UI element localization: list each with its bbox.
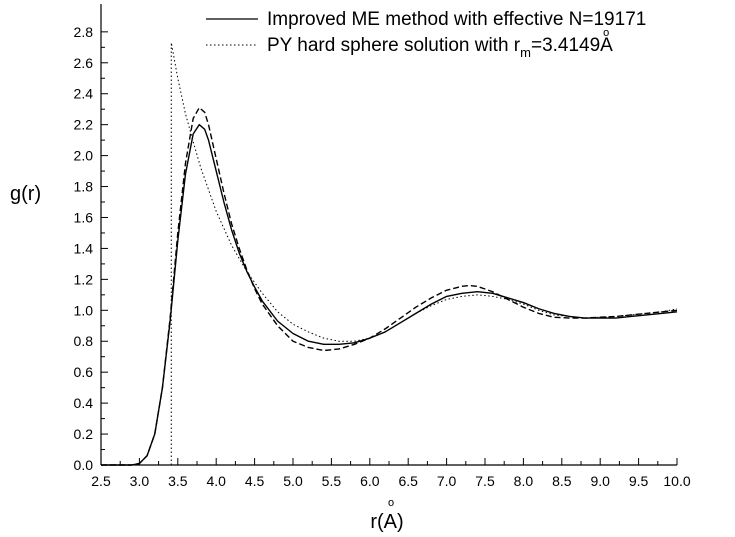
x-tick-label: 4.0: [206, 473, 226, 489]
x-tick-label: 9.0: [590, 473, 610, 489]
y-tick-label: 0.6: [74, 364, 94, 380]
x-tick-label: 3.0: [130, 473, 150, 489]
x-axis: 2.5 3.0 3.5 4.0 4.5 5.0 5.5 6.0 6.5 7.0 7.5 8.0 8.5 9…: [91, 458, 691, 489]
y-tick-label: 1.0: [74, 302, 94, 318]
legend-angstrom-ring: o: [603, 27, 609, 39]
y-tick-label: 0.2: [74, 426, 94, 442]
y-tick-label: 0.4: [74, 395, 94, 411]
legend-entry: Improved ME method with effective N=1917…: [267, 9, 646, 30]
y-axis: 0.0 0.2 0.4 0.6 0.8 1.0 1.2 1.4 1.6 1.8 2.0 2.2 2.4 2…: [74, 24, 108, 473]
y-tick-label: 2.8: [74, 24, 94, 40]
y-tick-label: 1.4: [74, 240, 94, 256]
x-tick-label: 9.5: [629, 473, 649, 489]
y-tick-label: 0.8: [74, 333, 94, 349]
x-tick-label: 6.5: [398, 473, 418, 489]
x-tick-label: 4.5: [245, 473, 265, 489]
plot-area: [100, 4, 677, 466]
y-tick-label: 1.8: [74, 179, 94, 195]
series-layer: [101, 42, 678, 466]
y-tick-label: 1.2: [74, 271, 94, 287]
x-tick-label: 8.5: [552, 473, 572, 489]
x-tick-label: 2.5: [91, 473, 111, 489]
y-tick-label: 1.6: [74, 209, 94, 225]
x-tick-label: 8.0: [514, 473, 534, 489]
x-tick-label: 6.0: [360, 473, 380, 489]
x-tick-label: 10.0: [663, 473, 690, 489]
series-line-dashed: [101, 106, 678, 466]
y-tick-label: 0.0: [74, 457, 94, 473]
x-tick-label: 7.5: [475, 473, 495, 489]
y-tick-label: 2.2: [74, 117, 94, 133]
x-tick-label: 5.5: [322, 473, 342, 489]
legend: Improved ME method with effective N=1917…: [206, 9, 646, 60]
x-tick-label: 7.0: [437, 473, 457, 489]
x-tick-label: 5.0: [283, 473, 303, 489]
x-axis-title: r(A): [370, 511, 403, 533]
x-axis-title-angstrom-ring: o: [388, 497, 394, 509]
y-tick-label: 2.6: [74, 55, 94, 71]
series-line-solid: [101, 123, 678, 466]
x-tick-label: 3.5: [168, 473, 188, 489]
series-line-dotted: [170, 42, 678, 465]
legend-entry: PY hard sphere solution with rm=3.4149A: [267, 35, 613, 60]
y-tick-label: 2.4: [74, 86, 94, 102]
y-tick-label: 2.0: [74, 148, 94, 164]
y-axis-title: g(r): [10, 183, 41, 205]
